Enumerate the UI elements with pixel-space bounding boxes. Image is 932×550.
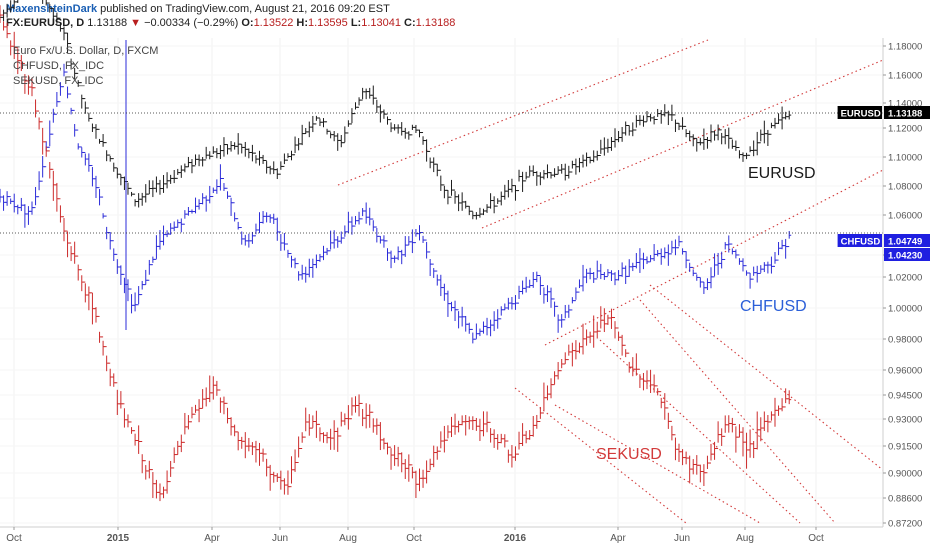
last-price-lines — [0, 112, 883, 234]
close-label: C: — [404, 17, 416, 29]
grid-lines — [0, 38, 883, 527]
high-label: H: — [296, 17, 308, 29]
low-label: L: — [350, 17, 362, 29]
price-change: −0.00334 (−0.29%) — [144, 17, 239, 29]
annotation-eurusd[interactable]: EURUSD — [748, 165, 816, 182]
x-tick-label: Oct — [6, 533, 22, 544]
y-tick-label: 0.93000 — [888, 415, 922, 426]
y-tick-label: 1.16000 — [888, 71, 922, 82]
series-legend: Euro Fx/U.S. Dollar, D, FXCM CHFUSD, FX_… — [13, 44, 158, 89]
legend-item-eurusd[interactable]: Euro Fx/U.S. Dollar, D, FXCM — [13, 45, 159, 57]
x-tick-label: Jun — [272, 533, 288, 544]
price-series — [0, 0, 792, 502]
channel-line[interactable] — [554, 404, 761, 524]
x-tick-label: 2015 — [107, 533, 130, 544]
y-tick-label: 0.88600 — [888, 494, 922, 505]
annotation-chfusd[interactable]: CHFUSD — [740, 298, 807, 315]
time-axis[interactable]: Oct 2015 Apr Jun Aug Oct 2016 Apr Jun Aug Oct — [0, 526, 932, 550]
x-tick-label: Oct — [406, 533, 422, 544]
x-tick-label: Oct — [808, 533, 824, 544]
series-chfusd — [0, 63, 792, 344]
trend-channels — [337, 39, 884, 524]
y-tick-label: 0.87200 — [888, 519, 922, 530]
x-tick-label: Jun — [674, 533, 690, 544]
author-name[interactable]: MaxenshteinDark — [6, 3, 98, 15]
price-tags: EURUSD 1.13188 CHFUSD 1.04749 1.04230 — [837, 106, 930, 262]
series-sekusd — [0, 5, 792, 502]
price-tag-symbol-bg — [837, 234, 882, 247]
published-text: published on TradingView.com, August 21,… — [100, 3, 390, 15]
series-annotations: EURUSD CHFUSD SEKUSD — [596, 165, 816, 463]
chart-header: MaxenshteinDark published on TradingView… — [6, 2, 455, 30]
y-tick-label: 1.06000 — [888, 211, 922, 222]
open-value: 1.13522 — [253, 17, 294, 29]
channel-line[interactable] — [337, 39, 709, 186]
y-tick-label: 0.96000 — [888, 366, 922, 377]
price-tag-value: 1.04230 — [888, 251, 922, 262]
y-tick-label: 0.98000 — [888, 335, 922, 346]
close-value: 1.13188 — [415, 17, 456, 29]
channel-line[interactable] — [599, 339, 801, 524]
channel-line[interactable] — [639, 299, 836, 524]
price-tag-symbol: EURUSD — [841, 109, 881, 120]
y-tick-label: 1.18000 — [888, 42, 922, 53]
price-axis[interactable]: 1.18000 1.16000 1.14000 1.12000 1.10000 1.080… — [882, 38, 932, 530]
price-tag-symbol: CHFUSD — [841, 237, 881, 248]
down-arrow-icon: ▼ — [130, 17, 142, 29]
price-tag-value-bg — [884, 248, 930, 261]
series-eurusd — [0, 0, 792, 220]
y-tick-label: 1.00000 — [888, 304, 922, 315]
y-tick-label: 1.14000 — [888, 99, 922, 110]
last-price: 1.13188 — [87, 17, 128, 29]
price-tag-value: 1.04749 — [888, 237, 922, 248]
legend-item-sekusd[interactable]: SEKUSD, FX_IDC — [13, 75, 104, 87]
annotation-sekusd[interactable]: SEKUSD — [596, 446, 662, 463]
open-label: O: — [241, 17, 254, 29]
x-tick-label: Aug — [339, 533, 357, 544]
y-tick-label: 0.90000 — [888, 469, 922, 480]
y-tick-label: 1.08000 — [888, 182, 922, 193]
y-tick-label: 1.12000 — [888, 124, 922, 135]
y-tick-label: 0.91500 — [888, 442, 922, 453]
channel-line[interactable] — [514, 387, 687, 524]
channel-line[interactable] — [481, 59, 884, 229]
symbol-label: FX:EURUSD, D — [6, 17, 85, 29]
channel-line[interactable] — [544, 169, 884, 346]
price-tag-value: 1.13188 — [888, 109, 922, 120]
channel-line[interactable] — [649, 284, 884, 471]
x-tick-label: 2016 — [504, 533, 527, 544]
y-tick-label: 1.02000 — [888, 273, 922, 284]
low-value: 1.13041 — [361, 17, 401, 29]
legend-item-chfusd[interactable]: CHFUSD, FX_IDC — [13, 60, 105, 72]
price-tag-symbol-bg — [837, 106, 882, 119]
x-tick-label: Apr — [610, 533, 626, 544]
x-tick-label: Aug — [736, 533, 754, 544]
y-tick-label: 1.10000 — [888, 153, 922, 164]
price-tag-value-bg — [884, 234, 930, 247]
price-tag-value-bg — [884, 106, 930, 119]
x-tick-label: Apr — [204, 533, 220, 544]
y-tick-label: 0.94500 — [888, 391, 922, 402]
high-value: 1.13595 — [308, 17, 348, 29]
